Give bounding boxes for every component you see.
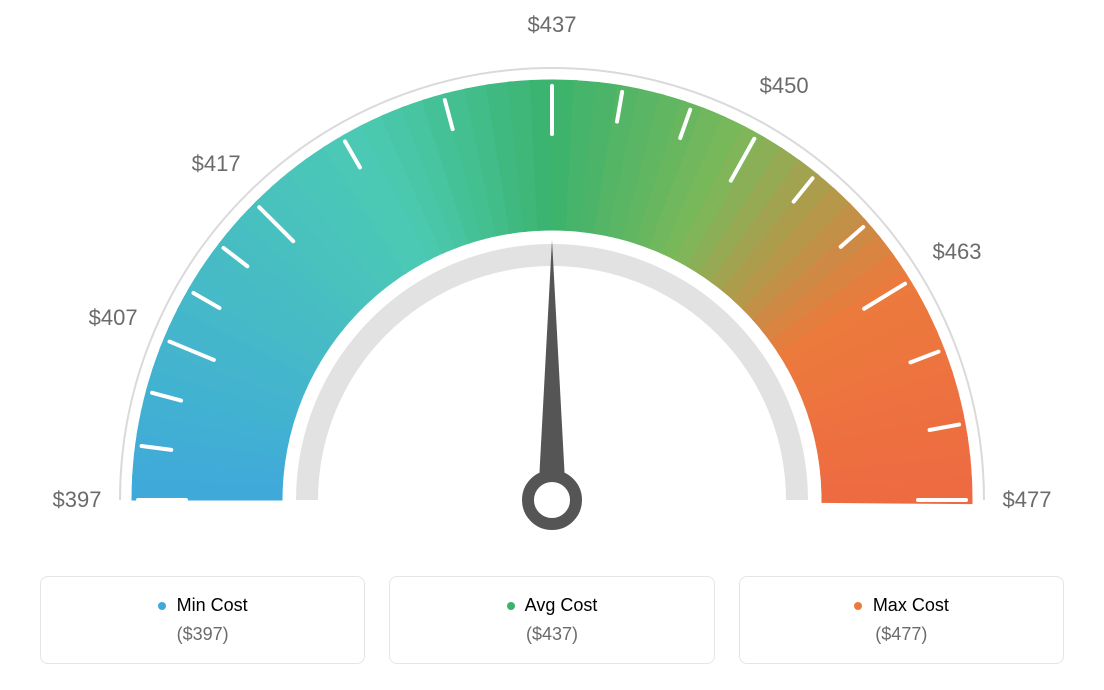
dot-icon [507, 602, 515, 610]
gauge-tick-label: $477 [1003, 487, 1052, 513]
gauge-tick-label: $407 [89, 305, 138, 331]
legend-title-avg: Avg Cost [402, 595, 701, 616]
legend-card-max: Max Cost ($477) [739, 576, 1064, 664]
legend-card-min: Min Cost ($397) [40, 576, 365, 664]
legend-label: Max Cost [873, 595, 949, 615]
gauge-tick-label: $417 [192, 151, 241, 177]
legend-label: Min Cost [177, 595, 248, 615]
gauge-tick-label: $463 [933, 239, 982, 265]
gauge-svg [0, 0, 1104, 560]
gauge-tick-label: $437 [528, 12, 577, 38]
gauge-chart: $397 $407 $417 $437 $450 $463 $477 [0, 0, 1104, 560]
legend-value: ($437) [402, 624, 701, 645]
legend-label: Avg Cost [525, 595, 598, 615]
gauge-tick-label: $397 [53, 487, 102, 513]
legend-card-avg: Avg Cost ($437) [389, 576, 714, 664]
legend-value: ($477) [752, 624, 1051, 645]
legend-title-min: Min Cost [53, 595, 352, 616]
legend-row: Min Cost ($397) Avg Cost ($437) Max Cost… [0, 576, 1104, 664]
legend-title-max: Max Cost [752, 595, 1051, 616]
legend-value: ($397) [53, 624, 352, 645]
dot-icon [854, 602, 862, 610]
gauge-tick-label: $450 [760, 73, 809, 99]
dot-icon [158, 602, 166, 610]
